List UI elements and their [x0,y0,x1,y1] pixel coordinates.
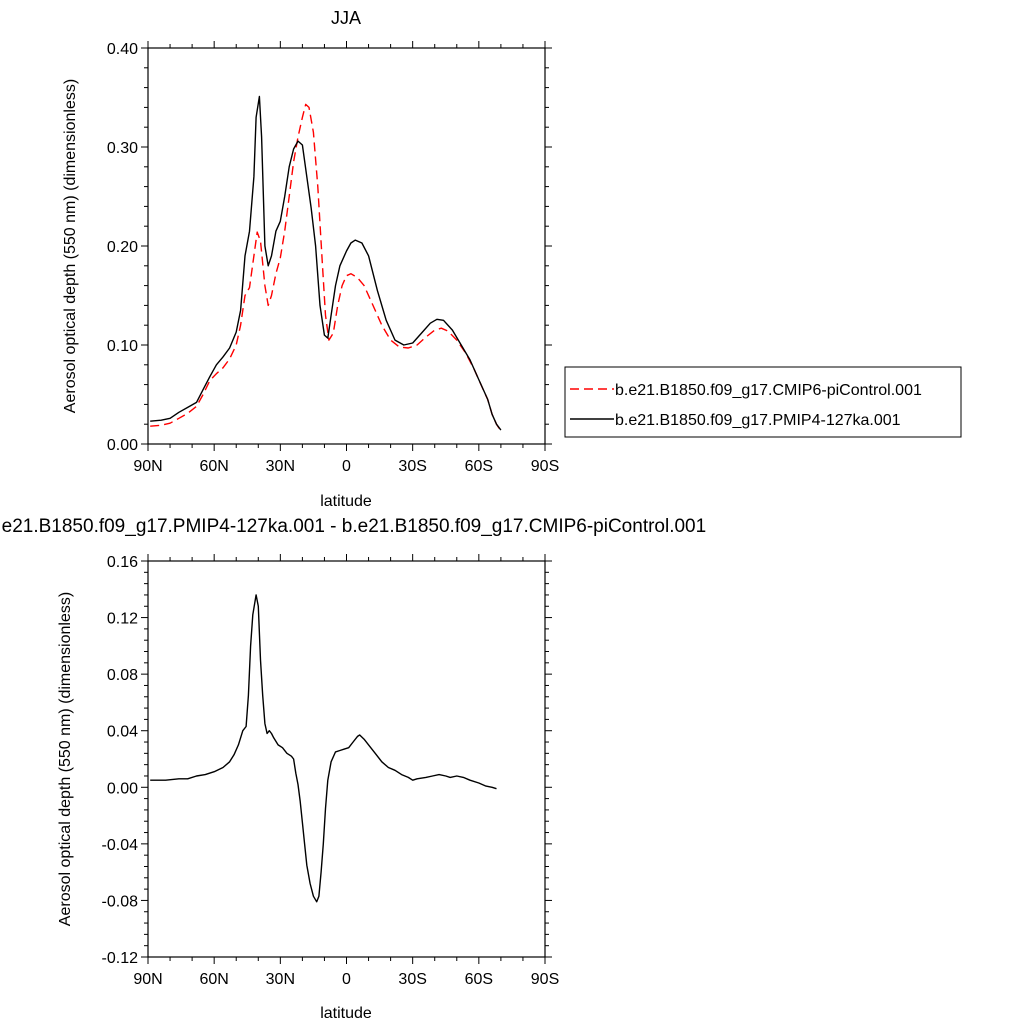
legend-entry-label-0: b.e21.B1850.f09_g17.CMIP6-piControl.001 [615,382,922,399]
p1-y-tick-label: 0.00 [107,780,138,797]
p1-y-tick-label: -0.12 [102,950,139,967]
top-panel: JJA 90N 60N 30N 0 30S 60S 90S 0.00 0.10 0.20 0.30 0… [62,8,962,510]
top-chart-title: JJA [331,8,361,28]
bottom-series-lines [150,594,497,903]
p1-x-tick-label: 0 [342,971,351,988]
bottom-plot-frame [147,560,546,958]
p0-x-tick-label: 60S [465,458,493,475]
p0-x-tick-label: 90N [133,458,162,475]
top-axis-ticks: 90N 60N 30N 0 30S 60S 90S 0.00 0.10 0.20 0.30 0.40 [107,41,559,475]
p1-y-tick-label: 0.04 [107,724,138,741]
p1-x-tick-label: 60S [465,971,493,988]
p0-x-tick-label: 30S [398,458,426,475]
top-series-lines [150,95,502,432]
p0-y-tick-label: 0.40 [107,41,138,58]
bottom-y-axis-label: Aerosol optical depth (550 nm) (dimensio… [57,592,74,926]
p0-y-tick-label: 0.30 [107,140,138,157]
top-x-axis-label: latitude [320,493,372,510]
p1-x-tick-label: 90S [531,971,559,988]
p1-x-tick-label: 90N [133,971,162,988]
p1-x-tick-label: 60N [199,971,228,988]
top-y-axis-label: Aerosol optical depth (550 nm) (dimensio… [62,79,79,413]
p0-y-tick-label: 0.00 [107,437,138,454]
p1-x-tick-label: 30N [266,971,295,988]
legend-entry-label-1: b.e21.B1850.f09_g17.PMIP4-127ka.001 [615,412,901,429]
bottom-x-axis-label: latitude [320,1005,372,1022]
p0-series-line-0 [150,103,502,432]
p1-y-tick-label: 0.16 [107,554,138,571]
p0-series-line-1 [150,95,502,431]
bottom-panel: b.e21.B1850.f09_g17.PMIP4-127ka.001 - b.… [0,516,706,1022]
p0-x-tick-label: 90S [531,458,559,475]
legend: b.e21.B1850.f09_g17.CMIP6-piControl.001b… [564,366,962,438]
p1-x-tick-label: 30S [398,971,426,988]
p0-x-tick-label: 60N [199,458,228,475]
p0-x-tick-label: 0 [342,458,351,475]
p1-y-tick-label: -0.08 [102,893,139,910]
p1-y-tick-label: 0.12 [107,611,138,628]
bottom-chart-title: b.e21.B1850.f09_g17.PMIP4-127ka.001 - b.… [0,516,706,537]
p1-y-tick-label: 0.08 [107,667,138,684]
p1-series-line-0 [150,594,497,903]
legend-box [564,366,962,438]
bottom-axis-ticks: 90N 60N 30N 0 30S 60S 90S -0.12 -0.08 -0.04 0.00 0.… [102,554,559,988]
p1-y-tick-label: -0.04 [102,837,139,854]
p0-y-tick-label: 0.10 [107,338,138,355]
p0-y-tick-label: 0.20 [107,239,138,256]
p0-x-tick-label: 30N [266,458,295,475]
